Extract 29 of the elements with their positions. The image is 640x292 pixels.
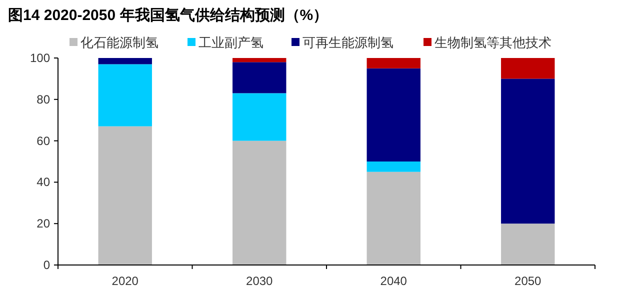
bar bbox=[232, 93, 286, 141]
y-tick-label: 100 bbox=[30, 51, 50, 65]
x-tick-label: 2040 bbox=[380, 274, 408, 288]
bar bbox=[98, 58, 152, 64]
y-tick-label: 80 bbox=[36, 92, 50, 106]
y-tick-label: 60 bbox=[36, 134, 50, 148]
bar bbox=[232, 62, 286, 94]
x-tick-label: 2030 bbox=[246, 274, 274, 288]
bar bbox=[501, 58, 555, 79]
y-tick-label: 0 bbox=[43, 258, 50, 272]
bar bbox=[501, 224, 555, 265]
chart-title: 图14 2020-2050 年我国氢气供给结构预测（%） bbox=[8, 7, 328, 24]
bar bbox=[501, 78, 555, 224]
bar bbox=[366, 172, 420, 265]
bar bbox=[366, 162, 420, 172]
legend-label: 工业副产氢 bbox=[198, 35, 264, 50]
legend-label: 化石能源制氢 bbox=[80, 35, 158, 50]
bar bbox=[98, 126, 152, 265]
x-tick-label: 2020 bbox=[112, 274, 139, 288]
y-tick-label: 40 bbox=[36, 175, 50, 190]
bar bbox=[232, 140, 286, 265]
bar bbox=[366, 68, 420, 162]
bar bbox=[232, 58, 286, 62]
bar bbox=[366, 58, 420, 68]
bar bbox=[98, 64, 152, 126]
x-tick-label: 2050 bbox=[514, 274, 542, 288]
legend-label: 生物制氢等其他技术 bbox=[434, 35, 552, 50]
y-tick-label: 20 bbox=[36, 216, 50, 231]
legend-label: 可再生能源制氢 bbox=[302, 35, 394, 50]
